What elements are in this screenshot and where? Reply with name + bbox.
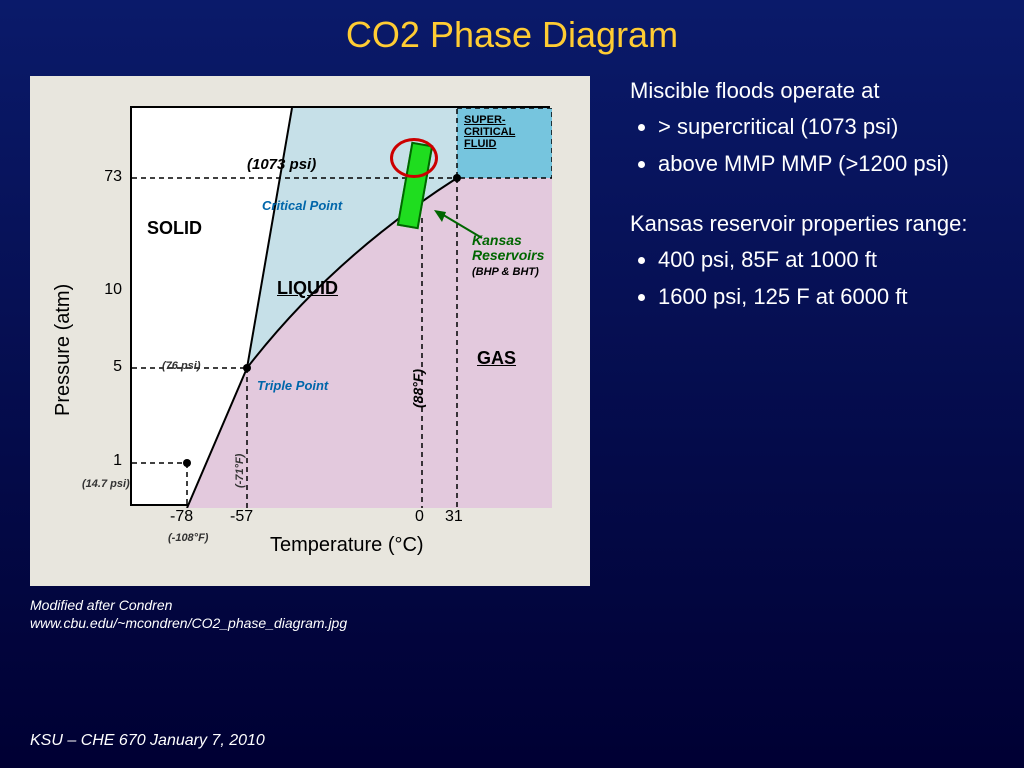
xtick-0: 0 bbox=[415, 508, 424, 526]
critical-point-dot bbox=[453, 174, 461, 182]
bullet-2: above MMP MMP (>1200 psi) bbox=[658, 149, 990, 179]
heading-1: Miscible floods operate at bbox=[630, 76, 990, 106]
scf-label: SUPER- CRITICAL FLUID bbox=[464, 114, 515, 150]
anno-108f: (-108°F) bbox=[168, 532, 208, 544]
credit-line1: Modified after Condren bbox=[30, 596, 610, 614]
bullet-list-1: > supercritical (1073 psi) above MMP MMP… bbox=[630, 112, 990, 179]
plot-area: SOLID LIQUID GAS SUPER- CRITICAL FLUID C… bbox=[130, 106, 550, 506]
triple-point-dot bbox=[243, 364, 251, 372]
xtick-31: 31 bbox=[445, 508, 463, 526]
anno-147psi: (14.7 psi) bbox=[82, 478, 142, 490]
heading-2: Kansas reservoir properties range: bbox=[630, 209, 990, 239]
x-axis-label: Temperature (°C) bbox=[270, 534, 424, 557]
slide-title: CO2 Phase Diagram bbox=[0, 0, 1024, 56]
regions-svg bbox=[132, 108, 552, 508]
xtick-57: -57 bbox=[230, 508, 253, 526]
kansas-sub: (BHP & BHT) bbox=[472, 266, 539, 278]
text-column: Miscible floods operate at > supercritic… bbox=[610, 76, 990, 632]
triple-point-label: Triple Point bbox=[257, 378, 328, 393]
y-axis-label: Pressure (atm) bbox=[52, 284, 75, 416]
bullet-4: 1600 psi, 125 F at 6000 ft bbox=[658, 282, 990, 312]
atm-point-dot bbox=[183, 459, 191, 467]
xtick-78: -78 bbox=[170, 508, 193, 526]
solid-label: SOLID bbox=[147, 218, 202, 239]
phase-diagram: Pressure (atm) Temperature (°C) 1 5 10 7… bbox=[30, 76, 590, 586]
bullet-list-2: 400 psi, 85F at 1000 ft 1600 psi, 125 F … bbox=[630, 245, 990, 312]
ytick-5: 5 bbox=[113, 358, 122, 376]
anno-88f: (88°F) bbox=[410, 369, 426, 408]
kansas-label: Kansas Reservoirs bbox=[472, 233, 544, 264]
bullet-1: > supercritical (1073 psi) bbox=[658, 112, 990, 142]
credit-line2: www.cbu.edu/~mcondren/CO2_phase_diagram.… bbox=[30, 614, 610, 632]
liquid-label: LIQUID bbox=[277, 278, 338, 299]
anno-1073psi: (1073 psi) bbox=[247, 156, 316, 173]
ytick-73: 73 bbox=[104, 168, 122, 186]
critical-point-label: Critical Point bbox=[262, 198, 342, 213]
footer-text: KSU – CHE 670 January 7, 2010 bbox=[30, 732, 265, 750]
diagram-column: Pressure (atm) Temperature (°C) 1 5 10 7… bbox=[30, 76, 610, 632]
content-row: Pressure (atm) Temperature (°C) 1 5 10 7… bbox=[0, 56, 1024, 632]
anno-76psi: (76 psi) bbox=[162, 360, 201, 372]
ytick-1: 1 bbox=[113, 452, 122, 470]
ytick-10: 10 bbox=[104, 281, 122, 299]
bullet-3: 400 psi, 85F at 1000 ft bbox=[658, 245, 990, 275]
gas-label: GAS bbox=[477, 348, 516, 369]
anno-71f: (-71°F) bbox=[234, 454, 246, 488]
red-ring bbox=[390, 138, 438, 178]
